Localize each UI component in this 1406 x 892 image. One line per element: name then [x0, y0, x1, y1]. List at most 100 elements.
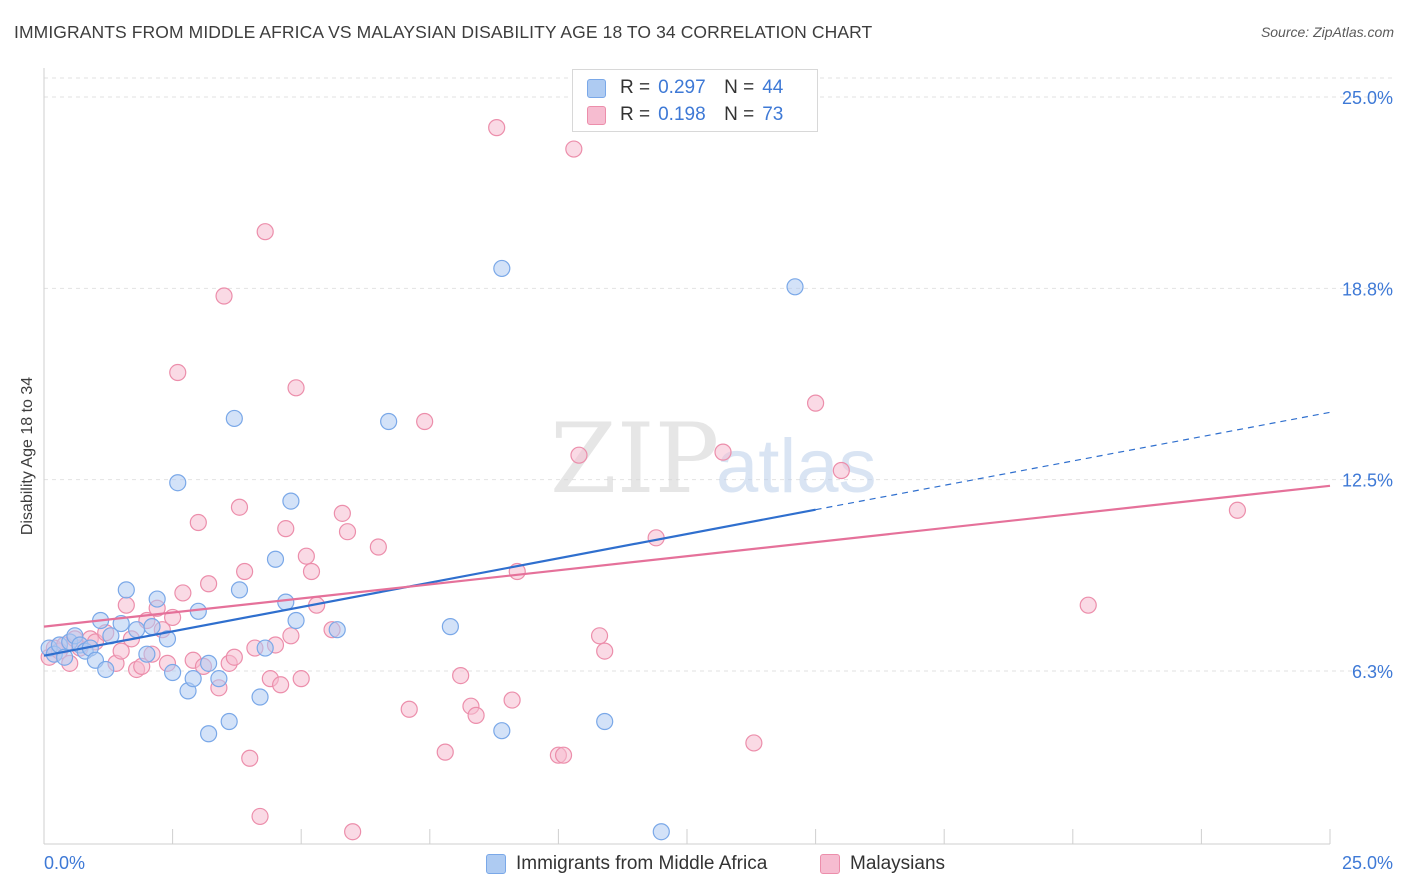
malaysians-point-56 [452, 666, 470, 685]
malaysians-point-22 [169, 363, 187, 382]
malaysians-point-65 [570, 446, 588, 464]
legend-r-value: 0.297 [658, 77, 706, 98]
malaysians-point-71 [806, 394, 825, 412]
malaysians-point-12 [117, 596, 135, 614]
malaysians-point-70 [745, 734, 763, 752]
bottom-legend-label: Immigrants from Middle Africa [516, 853, 768, 874]
watermark: ZIP atlas [550, 403, 877, 515]
malaysians-point-42 [282, 627, 300, 645]
malaysians-point-58 [467, 706, 485, 724]
axes [43, 68, 1331, 845]
bottom-legend-swatch-blue [486, 854, 506, 874]
trend-line-immigrants [43, 508, 816, 657]
malaysians-point-72 [832, 461, 850, 480]
immigrants-point-41 [493, 259, 511, 278]
malaysians-point-73 [1079, 596, 1097, 614]
malaysians-point-23 [174, 584, 192, 602]
trend-lines [43, 411, 1331, 657]
immigrants-point-25 [200, 654, 218, 672]
x-tick-label: 0.0% [44, 853, 85, 873]
immigrants-point-35 [282, 492, 300, 510]
watermark-atlas: atlas [716, 424, 877, 509]
malaysians-point-52 [369, 538, 387, 556]
legend-row-malaysians: R = 0.198 N = 73 [587, 103, 783, 127]
y-tick-label: 18.8% [1342, 279, 1393, 299]
legend-r-label: R = [620, 77, 651, 98]
immigrants-point-31 [251, 688, 269, 706]
malaysians-point-53 [400, 700, 418, 718]
immigrants-point-15 [127, 621, 146, 639]
y-tick-label: 6.3% [1352, 662, 1393, 682]
bottom-legend-label: Malaysians [850, 853, 946, 874]
malaysians-point-64 [565, 140, 583, 158]
legend-r-label: R = [620, 104, 651, 125]
series-immigrants-middle-africa [40, 259, 804, 841]
immigrants-point-37 [328, 621, 346, 639]
trend-line-malaysians [43, 484, 1331, 628]
bottom-legend-swatch-pink [820, 854, 840, 874]
legend-n-value: 73 [762, 104, 784, 125]
legend-n-value: 44 [762, 77, 784, 98]
immigrants-point-14 [117, 581, 135, 599]
immigrants-point-44 [786, 278, 804, 296]
tick-labels: 6.3% 12.5% 18.8% 25.0% 0.0% 25.0% [44, 88, 1393, 873]
immigrants-point-23 [184, 670, 202, 688]
malaysians-point-44 [292, 670, 310, 688]
immigrants-point-18 [148, 590, 166, 608]
malaysians-point-51 [344, 823, 362, 841]
malaysians-point-31 [225, 648, 243, 666]
malaysians-point-54 [416, 412, 434, 431]
malaysians-point-34 [241, 749, 259, 767]
malaysians-point-43 [287, 379, 305, 397]
source-credit: Source: ZipAtlas.com [1260, 24, 1394, 40]
immigrants-point-26 [200, 725, 218, 743]
immigrants-point-11 [97, 660, 115, 679]
malaysians-point-59 [488, 119, 506, 137]
malaysians-point-45 [297, 547, 315, 565]
malaysians-point-50 [338, 523, 357, 541]
malaysians-point-36 [251, 807, 269, 826]
legend-r-value: 0.198 [658, 104, 706, 125]
immigrants-point-16 [138, 645, 156, 663]
malaysians-point-74 [1228, 501, 1247, 519]
immigrants-point-32 [256, 639, 274, 657]
immigrants-point-40 [493, 722, 511, 740]
bottom-legend-immigrants: Immigrants from Middle Africa [486, 852, 767, 876]
bottom-legend-malaysians: Malaysians [820, 852, 945, 876]
immigrants-point-29 [225, 409, 243, 428]
x-tick-label: 25.0% [1342, 853, 1393, 873]
immigrants-point-36 [287, 611, 305, 630]
malaysians-point-11 [112, 642, 130, 660]
legend-swatch-blue [587, 78, 606, 98]
malaysians-point-67 [596, 642, 614, 660]
malaysians-point-60 [503, 691, 521, 709]
malaysians-point-41 [277, 520, 295, 538]
y-axis-label: Disability Age 18 to 34 [19, 376, 36, 536]
malaysians-point-63 [554, 746, 573, 764]
immigrants-point-39 [441, 618, 459, 636]
legend-row-immigrants: R = 0.297 N = 44 [587, 76, 783, 100]
immigrants-point-38 [380, 412, 398, 431]
malaysians-point-69 [714, 443, 732, 461]
y-tick-label: 12.5% [1342, 471, 1393, 491]
malaysians-point-46 [302, 562, 321, 581]
legend-n-label: N = [724, 77, 755, 98]
gridlines [44, 77, 1392, 672]
immigrants-point-19 [158, 630, 177, 648]
immigrants-point-28 [220, 712, 238, 731]
immigrants-point-43 [652, 823, 670, 841]
malaysians-point-66 [590, 627, 609, 645]
malaysians-point-49 [333, 504, 351, 522]
immigrants-point-33 [266, 550, 285, 568]
immigrants-point-21 [169, 474, 187, 492]
immigrants-point-34 [277, 593, 295, 611]
malaysians-point-29 [215, 287, 233, 305]
malaysians-point-32 [230, 498, 249, 516]
malaysians-point-55 [436, 743, 454, 761]
y-tick-label: 25.0% [1342, 88, 1393, 108]
malaysians-point-27 [200, 575, 218, 593]
legend-n-label: N = [724, 104, 755, 125]
malaysians-point-37 [256, 223, 274, 241]
legend-swatch-pink [587, 105, 606, 125]
